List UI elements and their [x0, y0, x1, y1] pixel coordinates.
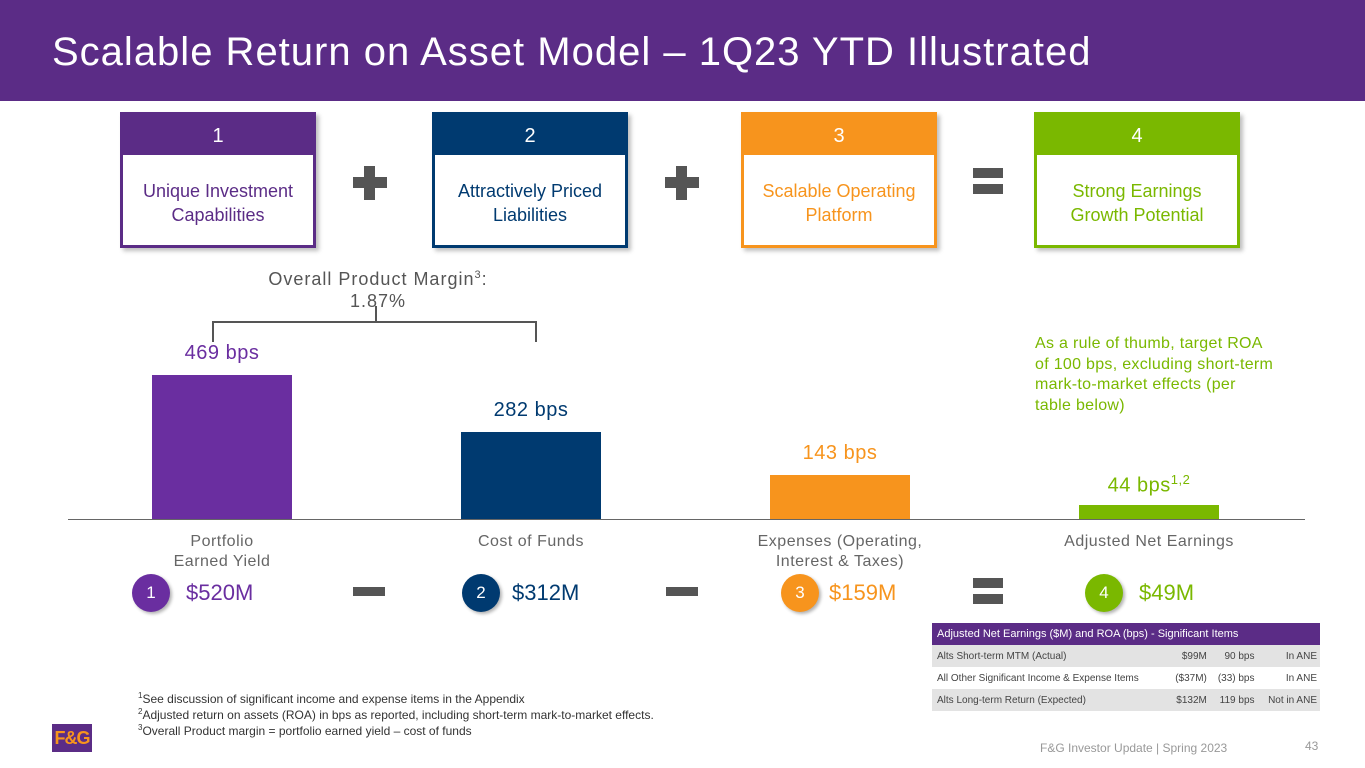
table-row: Alts Long-term Return (Expected) $132M 1…: [932, 689, 1320, 711]
amount-value: $159M: [829, 580, 897, 605]
significant-items-table: Adjusted Net Earnings ($M) and ROA (bps)…: [932, 623, 1320, 711]
table-row: All Other Significant Income & Expense I…: [937, 672, 1317, 684]
company-logo: F&G: [52, 724, 92, 752]
number-badge: 2: [462, 574, 500, 612]
category-label: Expenses (Operating, Interest & Taxes): [757, 533, 923, 570]
category-label: Cost of Funds: [477, 533, 585, 550]
card-number: 2: [435, 115, 625, 155]
bar: [770, 475, 910, 519]
card-number: 1: [123, 115, 313, 155]
plus-icon: [353, 166, 387, 200]
bar: [461, 432, 601, 519]
footer-text: F&G Investor Update | Spring 2023: [1040, 741, 1228, 755]
header-banner: [0, 0, 1365, 101]
bar-value-label: 143 bps: [802, 442, 878, 464]
chart-baseline: [68, 519, 1305, 520]
footnote: 3Overall Product margin = portfolio earn…: [138, 723, 472, 738]
margin-bracket: [212, 306, 537, 342]
card-platform: 3 Scalable Operating Platform: [741, 112, 937, 248]
minus-icon: [353, 587, 385, 596]
slide-title: Scalable Return on Asset Model – 1Q23 YT…: [52, 30, 1092, 74]
card-investment: 1 Unique Investment Capabilities: [120, 112, 316, 248]
card-label: Strong Earnings Growth Potential: [1070, 181, 1204, 225]
page-number: 43: [1305, 739, 1319, 753]
card-label: Unique Investment Capabilities: [142, 181, 294, 225]
table-header: Adjusted Net Earnings ($M) and ROA (bps)…: [932, 623, 1320, 645]
minus-icon: [666, 587, 698, 596]
bar: [1079, 505, 1219, 519]
amount-value: $312M: [512, 580, 580, 605]
equals-icon: [973, 578, 1003, 604]
number-badge: 3: [781, 574, 819, 612]
equals-icon: [973, 168, 1003, 194]
plus-icon: [665, 166, 699, 200]
footnote: 2Adjusted return on assets (ROA) in bps …: [138, 707, 654, 722]
card-liabilities: 2 Attractively Priced Liabilities: [432, 112, 628, 248]
amount-value: $49M: [1139, 580, 1195, 605]
roa-note: As a rule of thumb, target ROA of 100 bp…: [1035, 335, 1274, 414]
bar-value-label: 282 bps: [493, 399, 569, 421]
category-label: Portfolio Earned Yield: [173, 533, 271, 570]
card-number: 4: [1037, 115, 1237, 155]
margin-value: 1.87%: [349, 291, 407, 311]
card-label: Attractively Priced Liabilities: [457, 181, 603, 225]
table-row: Alts Short-term MTM (Actual) $99M 90 bps…: [932, 645, 1320, 667]
footnote: 1See discussion of significant income an…: [138, 691, 525, 706]
bar-value-label: 44 bps1,2: [1107, 472, 1191, 497]
card-earnings: 4 Strong Earnings Growth Potential: [1034, 112, 1240, 248]
number-badge: 4: [1085, 574, 1123, 612]
margin-label: Overall Product Margin3: 1.87%: [268, 269, 488, 311]
card-number: 3: [744, 115, 934, 155]
category-label: Adjusted Net Earnings: [1064, 533, 1234, 550]
bar: [152, 375, 292, 519]
number-badge: 1: [132, 574, 170, 612]
card-label: Scalable Operating Platform: [762, 181, 916, 225]
amount-value: $520M: [186, 580, 254, 605]
bar-value-label: 469 bps: [184, 342, 260, 364]
